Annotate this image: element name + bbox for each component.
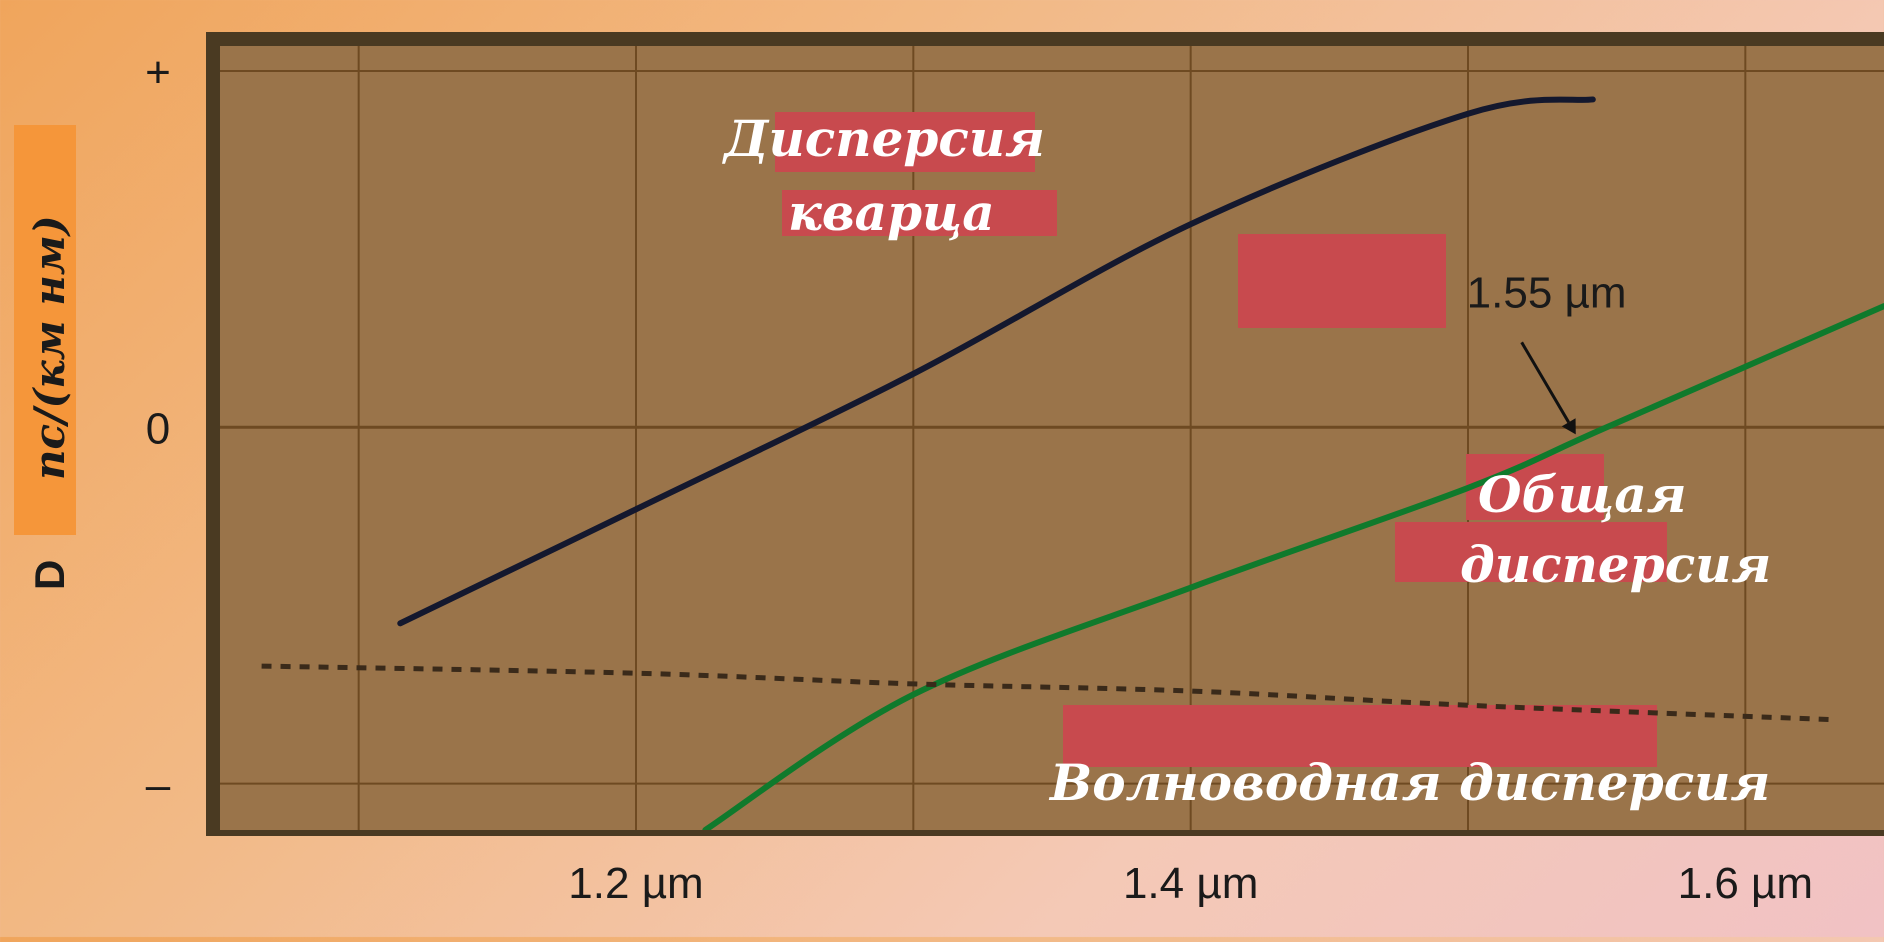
annotation-total-line1: Общая (1478, 465, 1687, 524)
y-axis-symbol: D (26, 560, 73, 590)
x-tick-label: 1.4 µm (1123, 859, 1258, 908)
marker-arrow (1520, 341, 1570, 424)
label-patch (782, 190, 1057, 236)
x-tick-label: 1.2 µm (568, 859, 703, 908)
label-patch (1238, 234, 1446, 328)
y-axis-units: пс/(км нм) (25, 215, 74, 480)
y-tick-label: 0 (146, 404, 170, 453)
label-patch (1466, 454, 1604, 520)
series-layer (261, 96, 1884, 830)
annotation-quartz-line2: кварца (788, 183, 995, 242)
series-line-2 (261, 663, 1829, 723)
series-line-0 (397, 96, 1596, 627)
annotation-total-line2: дисперсия (1460, 535, 1771, 594)
ylabel-highlight (14, 125, 76, 535)
y-axis-ticks: +0 – (145, 48, 171, 810)
y-axis-label: D пс/(км нм) (25, 215, 74, 590)
plot-area (220, 46, 1884, 830)
x-axis-ticks: 1.2 µm 1.4 µm 1.6 µm (568, 859, 1813, 908)
marker-label: 1.55 µm (1467, 268, 1627, 317)
series-line-1 (702, 303, 1884, 830)
x-tick-label: 1.6 µm (1678, 859, 1813, 908)
label-patch (1063, 705, 1657, 767)
marker-arrowhead (1561, 418, 1576, 435)
label-patch (1395, 522, 1667, 582)
y-tick-label: – (146, 761, 171, 810)
annotation-quartz-line1: Дисперсия (722, 109, 1045, 168)
label-patch (775, 112, 1035, 172)
annotation-waveguide: Волноводная дисперсия (1048, 753, 1770, 812)
label-patches (775, 112, 1667, 767)
y-tick-label: + (145, 48, 171, 97)
